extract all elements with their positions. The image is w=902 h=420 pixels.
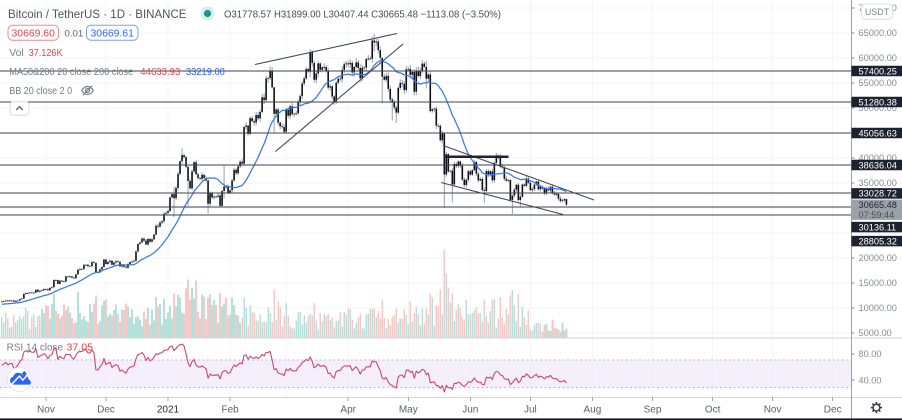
svg-text:Vol: Vol	[9, 48, 23, 59]
svg-text:45056.63: 45056.63	[859, 128, 897, 138]
svg-text:50000.00: 50000.00	[859, 103, 897, 113]
svg-text:Feb: Feb	[221, 405, 239, 416]
svg-text:30136.11: 30136.11	[859, 222, 897, 232]
svg-text:37.126K: 37.126K	[29, 48, 63, 59]
svg-text:30669.60: 30669.60	[12, 28, 56, 39]
svg-text:20000.00: 20000.00	[859, 253, 897, 263]
svg-text:44633.93: 44633.93	[140, 67, 180, 78]
svg-text:55000.00: 55000.00	[859, 78, 897, 88]
svg-text:37.05: 37.05	[67, 343, 94, 354]
svg-text:51280.38: 51280.38	[859, 97, 897, 107]
svg-text:MA50&200 20 close 200 close: MA50&200 20 close 200 close	[9, 67, 133, 78]
svg-text:0.01: 0.01	[65, 28, 84, 39]
svg-text:Nov: Nov	[764, 405, 782, 416]
svg-text:USDT: USDT	[865, 7, 890, 17]
svg-text:60000.00: 60000.00	[859, 53, 897, 63]
svg-text:30669.61: 30669.61	[91, 28, 135, 39]
svg-text:Nov: Nov	[37, 405, 55, 416]
svg-text:Dec: Dec	[97, 405, 115, 416]
svg-text:15000.00: 15000.00	[859, 278, 897, 288]
svg-text:5000.00: 5000.00	[859, 328, 892, 338]
svg-text:38636.04: 38636.04	[859, 160, 897, 170]
svg-text:40000.00: 40000.00	[859, 153, 897, 163]
svg-text:80.00: 80.00	[859, 349, 882, 359]
svg-text:2021: 2021	[157, 405, 180, 416]
svg-text:65000.00: 65000.00	[859, 28, 897, 38]
svg-text:57400.25: 57400.25	[859, 66, 897, 76]
svg-text:10000.00: 10000.00	[859, 303, 897, 313]
svg-text:RSI 14 close: RSI 14 close	[7, 343, 64, 354]
svg-text:40.00: 40.00	[859, 375, 882, 385]
svg-text:O31778.57 H31899.00 L30407.4: O31778.57 H31899.00 L30407.44 C30665.48 …	[224, 9, 501, 20]
svg-text:30665.48: 30665.48	[859, 200, 897, 210]
svg-text:Oct: Oct	[705, 405, 721, 416]
svg-text:May: May	[399, 405, 418, 416]
svg-text:Sep: Sep	[644, 405, 662, 416]
svg-text:33028.72: 33028.72	[859, 189, 897, 199]
svg-text:Apr: Apr	[340, 405, 356, 416]
svg-text:Aug: Aug	[584, 405, 602, 416]
svg-text:07:59:44: 07:59:44	[859, 210, 895, 220]
svg-text:Jul: Jul	[524, 405, 537, 416]
svg-text:Bitcoin / TetherUS · 1D · BINA: Bitcoin / TetherUS · 1D · BINANCE	[8, 7, 187, 21]
svg-text:28805.32: 28805.32	[859, 236, 897, 246]
svg-text:Dec: Dec	[824, 405, 842, 416]
svg-text:35000.00: 35000.00	[859, 178, 897, 188]
svg-text:Jun: Jun	[462, 405, 478, 416]
svg-text:33219.00: 33219.00	[186, 67, 225, 78]
svg-text:BB 20 close 2 0: BB 20 close 2 0	[9, 86, 72, 97]
